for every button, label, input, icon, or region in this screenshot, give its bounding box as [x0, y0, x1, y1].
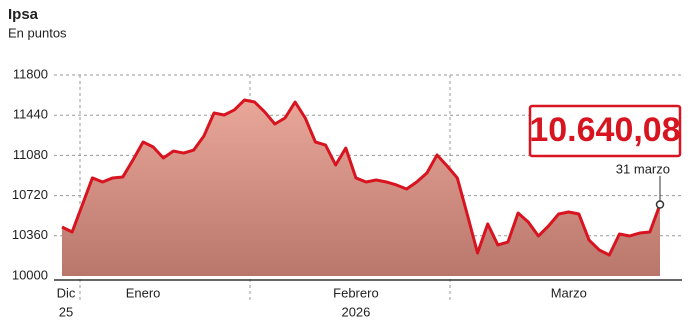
- y-tick-label: 11440: [13, 107, 48, 122]
- y-tick-label: 11800: [13, 66, 48, 81]
- y-tick-label: 11080: [13, 147, 48, 162]
- x-tick-label: Febrero: [333, 285, 379, 300]
- y-tick-label: 10720: [12, 187, 48, 202]
- x-tick-label: Marzo: [551, 285, 587, 300]
- annotation-value: 10.640,08: [529, 111, 680, 149]
- annotation-date: 31 marzo: [616, 161, 670, 176]
- x-tick-label: Dic: [57, 285, 76, 300]
- last-point: [657, 201, 664, 208]
- year-label: 2026: [341, 304, 370, 319]
- chart-subtitle: En puntos: [8, 25, 67, 40]
- x-tick-label: Enero: [126, 285, 161, 300]
- chart: Ipsa En puntos 10000 10360 10720 11080 11440…: [0, 0, 688, 319]
- y-tick-label: 10000: [12, 267, 48, 282]
- y-tick-label: 10360: [12, 227, 48, 242]
- chart-title: Ipsa: [8, 6, 39, 23]
- year-label: 25: [59, 304, 73, 319]
